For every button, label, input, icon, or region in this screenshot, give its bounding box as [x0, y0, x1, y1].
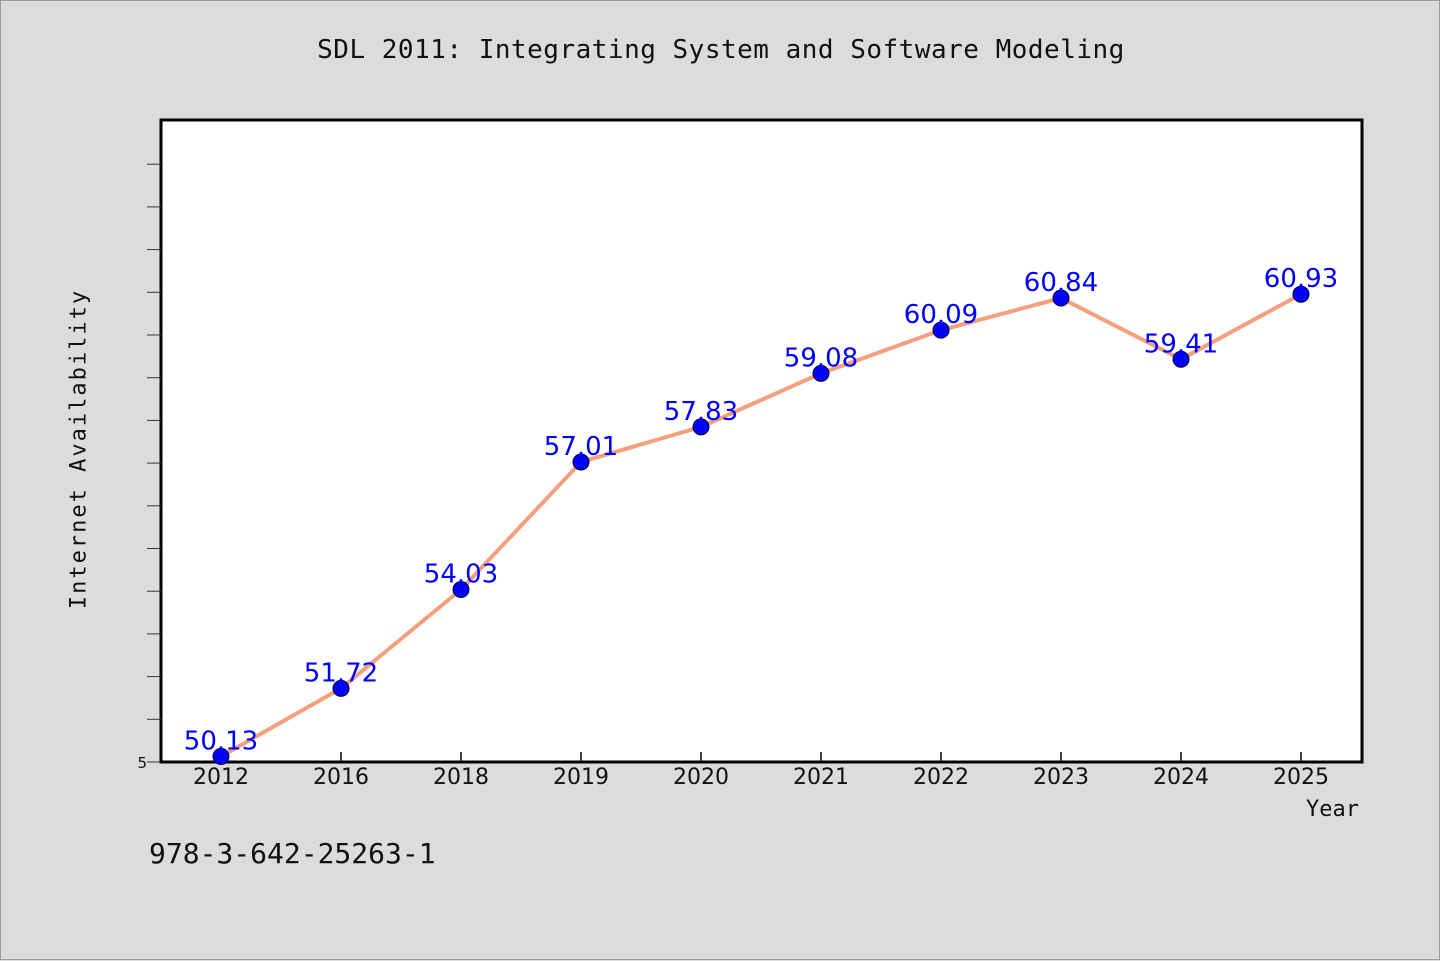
- y-tick-label: 5: [137, 754, 147, 772]
- data-label: 59.08: [784, 343, 858, 373]
- data-label: 60.84: [1024, 268, 1098, 298]
- data-point: [932, 321, 950, 339]
- data-point: [692, 418, 710, 436]
- data-label: 60.93: [1264, 264, 1338, 294]
- data-label: 57.01: [544, 432, 618, 462]
- data-point: [212, 747, 230, 765]
- data-point: [812, 364, 830, 382]
- data-labels: 50.13 51.72 54.03 57.01 57.83 59.08 60.09 60.84…: [184, 264, 1338, 756]
- data-point: [1292, 285, 1310, 303]
- x-tick-label: 2016: [313, 765, 369, 790]
- x-tick-label: 2019: [553, 765, 609, 790]
- x-tick-label: 2025: [1273, 765, 1329, 790]
- x-tick-label: 2023: [1033, 765, 1089, 790]
- footer-isbn: 978-3-642-25263-1: [149, 837, 436, 870]
- plot-area: [159, 118, 1364, 764]
- data-label: 59.41: [1144, 329, 1218, 359]
- data-point: [332, 679, 350, 697]
- data-point: [572, 453, 590, 471]
- x-axis-label: Year: [1306, 797, 1359, 822]
- y-axis-ticks: 5: [137, 163, 161, 772]
- data-label: 50.13: [184, 726, 258, 756]
- data-label: 54.03: [424, 560, 498, 590]
- data-point: [1052, 289, 1070, 307]
- x-tick-label: 2012: [193, 765, 249, 790]
- data-point: [452, 581, 470, 599]
- data-point: [1172, 350, 1190, 368]
- data-label: 51.72: [304, 658, 378, 688]
- x-tick-label: 2024: [1153, 765, 1209, 790]
- chart-title: SDL 2011: Integrating System and Softwar…: [317, 35, 1125, 65]
- x-tick-label: 2018: [433, 765, 489, 790]
- x-tick-label: 2021: [793, 765, 849, 790]
- data-label: 60.09: [904, 300, 978, 330]
- x-tick-label: 2022: [913, 765, 969, 790]
- y-axis-label: Internet Availability: [66, 288, 92, 610]
- data-label: 57.83: [664, 397, 738, 427]
- x-tick-label: 2020: [673, 765, 729, 790]
- series-group: [212, 285, 1310, 765]
- series-line: [220, 292, 1302, 759]
